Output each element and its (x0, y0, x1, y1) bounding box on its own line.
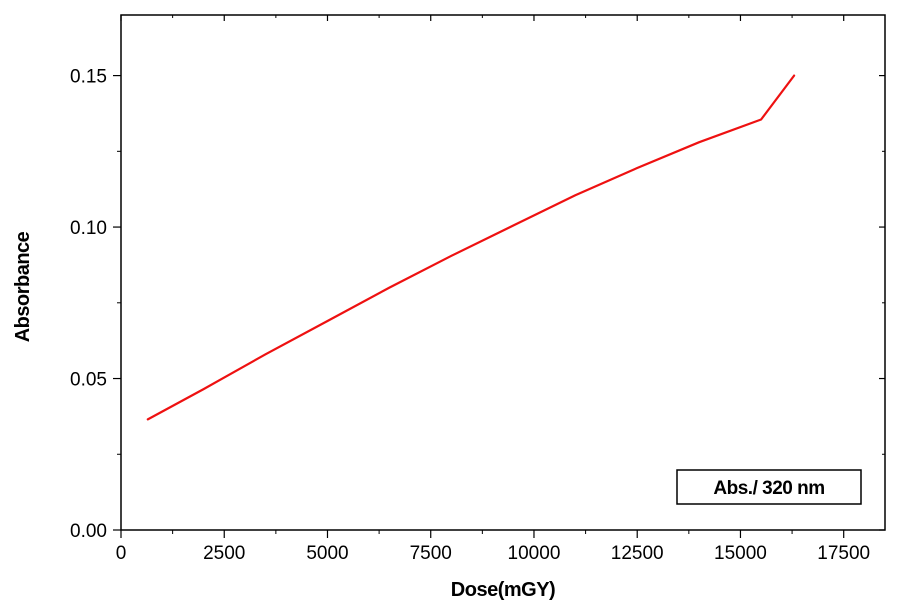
x-tick-label: 0 (116, 543, 127, 564)
plot-frame (120, 14, 886, 531)
x-tick-label: 15000 (714, 543, 767, 564)
y-axis-title: Absorbance (12, 231, 34, 342)
x-tick-label: 7500 (410, 543, 452, 564)
y-tick-label: 0.00 (70, 521, 107, 542)
x-tick-label: 12500 (611, 543, 664, 564)
x-tick-label: 10000 (508, 543, 561, 564)
x-tick-label: 17500 (817, 543, 870, 564)
y-axis-ticks: 0.00 0.05 0.10 0.15 (70, 67, 885, 542)
x-axis-title: Dose(mGY) (451, 579, 555, 601)
legend-label: Abs./ 320 nm (713, 478, 824, 499)
y-tick-label: 0.10 (70, 218, 107, 239)
series-layer (146, 74, 796, 421)
legend: Abs./ 320 nm (676, 469, 862, 505)
series-line (146, 74, 796, 421)
x-tick-label: 2500 (203, 543, 245, 564)
y-tick-label: 0.15 (70, 67, 107, 88)
y-tick-label: 0.05 (70, 370, 107, 391)
x-axis-ticks: 0 2500 5000 7500 10000 12500 15000 17500 (116, 15, 870, 564)
legend-box (676, 469, 862, 505)
x-tick-label: 5000 (306, 543, 348, 564)
